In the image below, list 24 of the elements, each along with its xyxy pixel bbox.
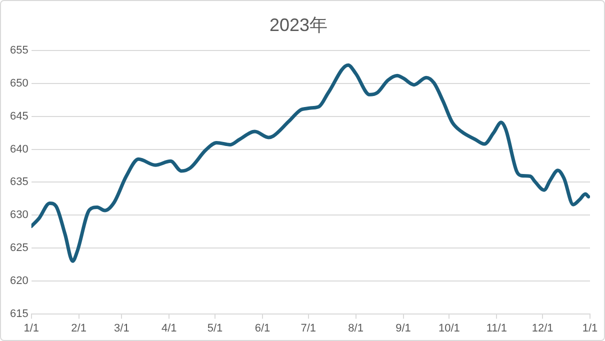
x-tick-label: 9/1 (396, 322, 411, 334)
x-tick-label: 5/1 (207, 322, 223, 334)
x-tick-label: 1/1 (582, 322, 598, 334)
x-tick-label: 6/1 (254, 322, 270, 334)
y-tick-label: 630 (10, 209, 28, 222)
y-tick-label: 650 (10, 78, 28, 90)
chart-title: 2023年 (269, 14, 328, 35)
y-tick-label: 615 (10, 308, 28, 320)
x-tick-label: 11/1 (486, 322, 507, 334)
x-tick-label: 4/1 (161, 322, 177, 334)
y-tick-label: 620 (10, 274, 28, 287)
y-tick-label: 655 (10, 44, 28, 57)
x-tick-label: 12/1 (532, 322, 554, 334)
y-tick-label: 625 (10, 242, 28, 254)
x-tick-label: 7/1 (300, 322, 316, 334)
x-tick-label: 3/1 (114, 322, 130, 334)
x-tick-label: 8/1 (348, 322, 364, 334)
y-tick-label: 635 (10, 176, 28, 188)
y-tick-label: 640 (10, 143, 28, 156)
y-tick-label: 645 (10, 110, 28, 122)
x-tick-label: 2/1 (71, 322, 86, 334)
line-series (31, 63, 590, 263)
x-tick-label: 1/1 (24, 322, 39, 334)
x-tick-label: 10/1 (438, 322, 460, 334)
